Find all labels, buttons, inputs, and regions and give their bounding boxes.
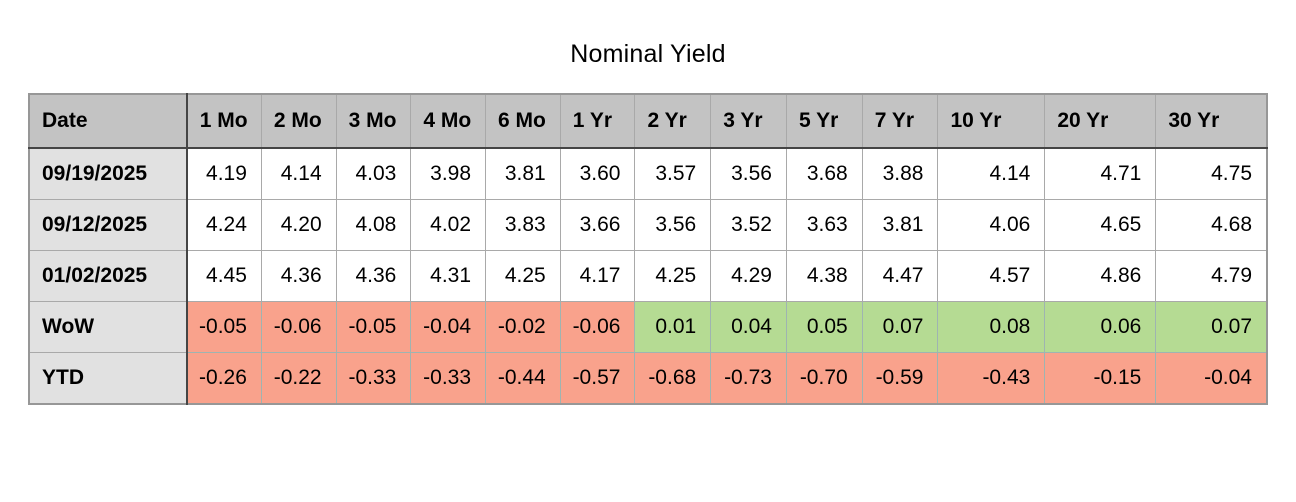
column-header: 30 Yr: [1155, 93, 1268, 149]
delta-cell: -0.06: [260, 301, 337, 353]
delta-cell: -0.68: [634, 352, 712, 405]
yield-cell: 4.31: [410, 250, 487, 302]
delta-cell: 0.08: [937, 301, 1046, 353]
row-label: YTD: [28, 352, 188, 405]
nominal-yield-panel: Nominal Yield Date 1 Mo 2 Mo 3 Mo 4 Mo 6 Mo 1 …: [0, 40, 1296, 405]
yield-cell: 3.81: [861, 199, 939, 251]
delta-cell: -0.73: [710, 352, 787, 405]
delta-cell: -0.26: [186, 352, 262, 405]
table-row: 09/19/2025 4.19 4.14 4.03 3.98 3.81 3.60 3.57 3.…: [28, 147, 1268, 200]
delta-cell: -0.33: [335, 352, 412, 405]
column-header: 2 Mo: [260, 93, 337, 149]
yield-cell: 4.75: [1155, 147, 1268, 200]
yield-cell: 3.81: [485, 147, 561, 200]
row-label: 01/02/2025: [28, 250, 188, 302]
yield-cell: 4.68: [1155, 199, 1268, 251]
yield-cell: 3.56: [634, 199, 712, 251]
column-header: 4 Mo: [410, 93, 487, 149]
delta-cell: -0.43: [937, 352, 1046, 405]
delta-cell: -0.22: [260, 352, 337, 405]
row-label: WoW: [28, 301, 188, 353]
yield-cell: 3.60: [559, 147, 636, 200]
yield-cell: 3.57: [634, 147, 712, 200]
yield-cell: 4.36: [335, 250, 412, 302]
column-header: 3 Mo: [335, 93, 412, 149]
yield-cell: 4.14: [260, 147, 337, 200]
delta-cell: -0.57: [559, 352, 636, 405]
delta-cell: -0.15: [1044, 352, 1157, 405]
table-row: 09/12/2025 4.24 4.20 4.08 4.02 3.83 3.66 3.56 3.…: [28, 199, 1268, 251]
yield-cell: 3.52: [710, 199, 787, 251]
column-header: 6 Mo: [485, 93, 561, 149]
yield-cell: 4.71: [1044, 147, 1157, 200]
yield-cell: 4.02: [410, 199, 487, 251]
yield-cell: 4.25: [485, 250, 561, 302]
table-row: YTD -0.26 -0.22 -0.33 -0.33 -0.44 -0.57 -0.68 -0…: [28, 352, 1268, 405]
delta-cell: -0.02: [485, 301, 561, 353]
table-body: 09/19/2025 4.19 4.14 4.03 3.98 3.81 3.60 3.57 3.…: [28, 147, 1268, 405]
yield-cell: 3.56: [710, 147, 787, 200]
yield-cell: 4.17: [559, 250, 636, 302]
delta-cell: -0.59: [861, 352, 939, 405]
yield-cell: 4.36: [260, 250, 337, 302]
yield-cell: 3.68: [785, 147, 863, 200]
yield-cell: 4.65: [1044, 199, 1157, 251]
table-row: WoW -0.05 -0.06 -0.05 -0.04 -0.02 -0.06 0.01 0.0…: [28, 301, 1268, 353]
yield-cell: 4.57: [937, 250, 1046, 302]
delta-cell: -0.06: [559, 301, 636, 353]
header-row: Date 1 Mo 2 Mo 3 Mo 4 Mo 6 Mo 1 Yr 2 Yr 3 Yr 5 Yr…: [28, 93, 1268, 149]
column-header: 3 Yr: [710, 93, 787, 149]
column-header: 1 Yr: [559, 93, 636, 149]
column-header: 7 Yr: [861, 93, 939, 149]
yield-cell: 4.24: [186, 199, 262, 251]
delta-cell: -0.44: [485, 352, 561, 405]
yield-cell: 3.83: [485, 199, 561, 251]
column-header: 2 Yr: [634, 93, 712, 149]
yield-cell: 4.45: [186, 250, 262, 302]
row-label: 09/12/2025: [28, 199, 188, 251]
delta-cell: -0.04: [1155, 352, 1268, 405]
yield-cell: 4.20: [260, 199, 337, 251]
delta-cell: 0.06: [1044, 301, 1157, 353]
page-title: Nominal Yield: [570, 40, 726, 68]
yield-cell: 3.63: [785, 199, 863, 251]
delta-cell: 0.07: [861, 301, 939, 353]
row-label: 09/19/2025: [28, 147, 188, 200]
delta-cell: -0.70: [785, 352, 863, 405]
yield-cell: 4.06: [937, 199, 1046, 251]
delta-cell: -0.04: [410, 301, 487, 353]
delta-cell: 0.04: [710, 301, 787, 353]
column-header: 5 Yr: [785, 93, 863, 149]
column-header: 1 Mo: [186, 93, 262, 149]
table-row: 01/02/2025 4.45 4.36 4.36 4.31 4.25 4.17 4.25 4.…: [28, 250, 1268, 302]
yield-cell: 4.79: [1155, 250, 1268, 302]
yield-cell: 3.66: [559, 199, 636, 251]
yield-cell: 4.25: [634, 250, 712, 302]
column-header-date: Date: [28, 93, 188, 149]
column-header: 10 Yr: [937, 93, 1046, 149]
yield-cell: 4.38: [785, 250, 863, 302]
delta-cell: -0.05: [335, 301, 412, 353]
delta-cell: 0.07: [1155, 301, 1268, 353]
yield-cell: 4.19: [186, 147, 262, 200]
yield-cell: 4.29: [710, 250, 787, 302]
yield-cell: 3.88: [861, 147, 939, 200]
yield-cell: 4.14: [937, 147, 1046, 200]
column-header: 20 Yr: [1044, 93, 1157, 149]
yield-cell: 3.98: [410, 147, 487, 200]
yield-cell: 4.86: [1044, 250, 1157, 302]
delta-cell: -0.33: [410, 352, 487, 405]
delta-cell: 0.05: [785, 301, 863, 353]
delta-cell: 0.01: [634, 301, 712, 353]
yield-cell: 4.47: [861, 250, 939, 302]
yield-cell: 4.03: [335, 147, 412, 200]
delta-cell: -0.05: [186, 301, 262, 353]
yield-cell: 4.08: [335, 199, 412, 251]
nominal-yield-table: Date 1 Mo 2 Mo 3 Mo 4 Mo 6 Mo 1 Yr 2 Yr 3 Yr 5 Yr…: [28, 93, 1268, 405]
